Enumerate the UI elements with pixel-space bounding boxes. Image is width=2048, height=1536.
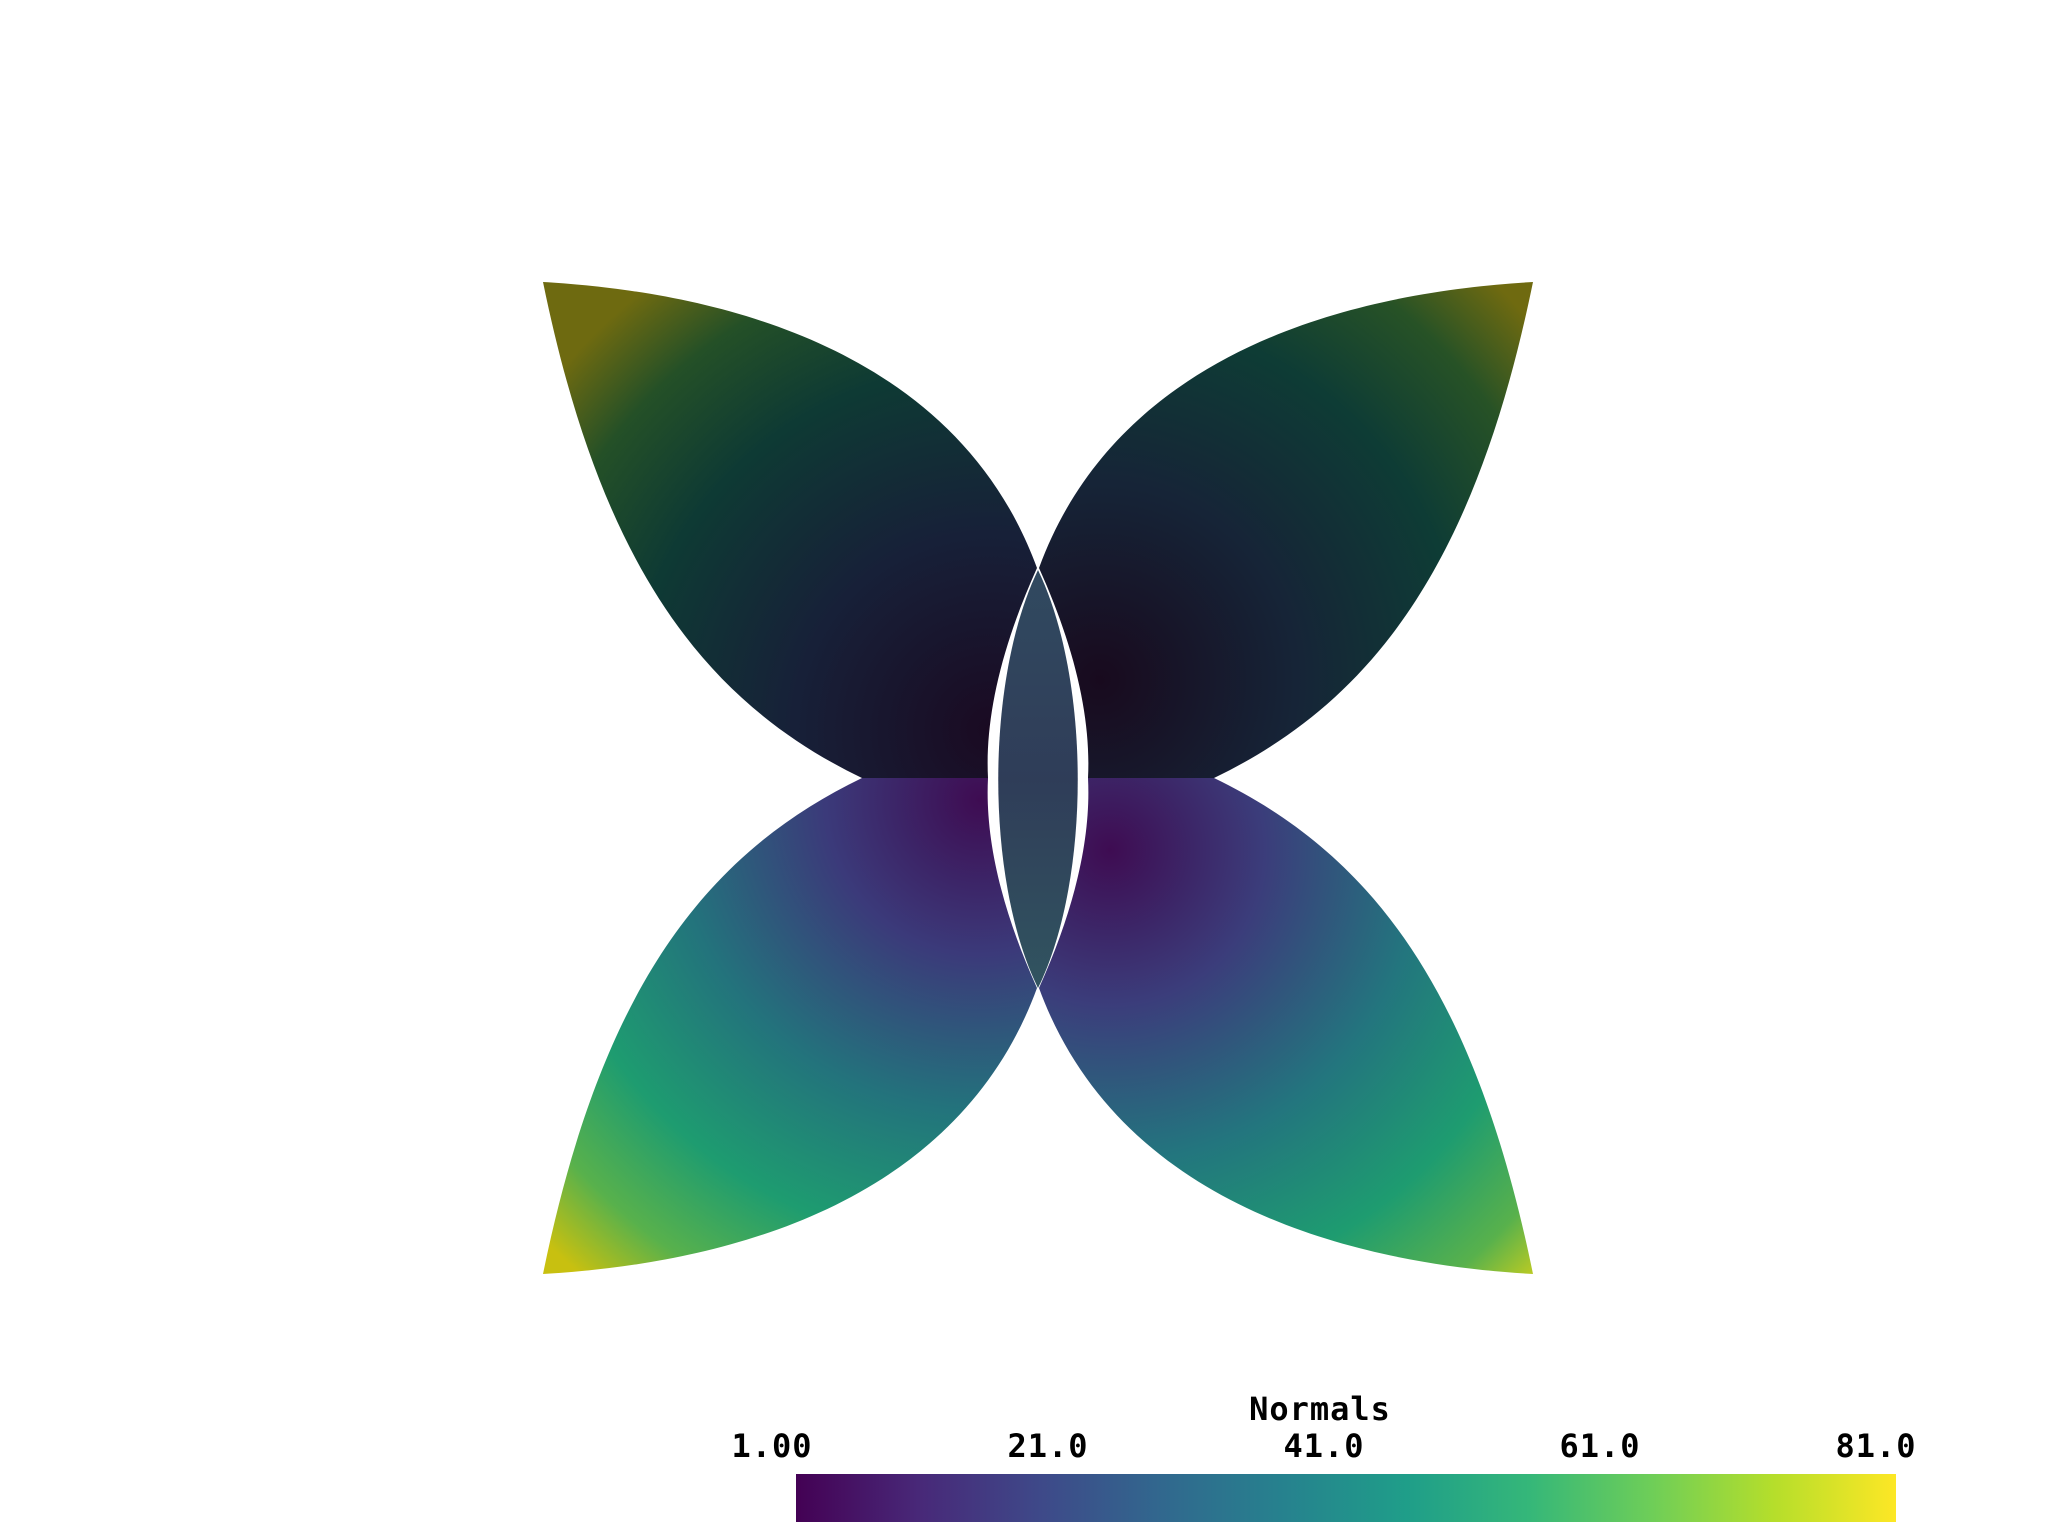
scalar-bar: Normals 1.00 21.0 41.0 61.0 81.0 (720, 1390, 1920, 1536)
petal-upper-left (543, 282, 1037, 778)
scalar-bar-tick-label: 81.0 (1835, 1427, 1917, 1465)
petal-upper-right (1039, 282, 1533, 778)
scalar-bar-tick-label: 41.0 (1283, 1427, 1365, 1465)
scalar-bar-tick-label: 1.00 (731, 1427, 813, 1465)
petal-lower-left (543, 778, 1037, 1274)
petal-lower-right (1039, 778, 1533, 1274)
scalar-bar-title: Normals (1249, 1390, 1391, 1428)
scalar-bar-tick-label: 61.0 (1559, 1427, 1641, 1465)
scalar-bar-tick-label: 21.0 (1007, 1427, 1089, 1465)
petal-overlap-center (998, 570, 1078, 988)
scalar-bar-colormap (796, 1474, 1896, 1522)
